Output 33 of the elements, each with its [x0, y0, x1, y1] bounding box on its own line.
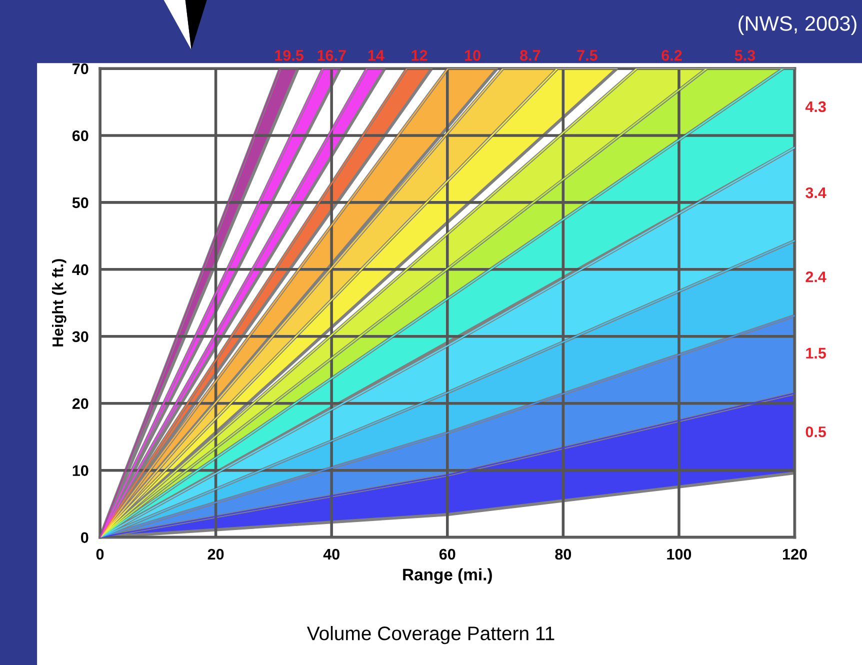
y-tick-label: 40 — [72, 264, 88, 276]
text: 2.4 — [806, 271, 826, 282]
series-label: 14 — [368, 50, 384, 61]
series-label: 16.7 — [318, 50, 346, 61]
y-tick-label: 50 — [72, 197, 88, 208]
x-axis-title: Range (mi.) — [403, 568, 492, 584]
x-tick-label: 0 — [96, 548, 104, 560]
x-tick-label: 100 — [667, 548, 692, 560]
y-tick-label: 10 — [72, 465, 88, 476]
text: Volume Coverage Pattern 11 — [306, 626, 554, 644]
y-tick-label: 60 — [72, 130, 88, 142]
x-tick-label: 40 — [323, 548, 340, 560]
x-tick-label: 20 — [208, 548, 224, 560]
x-tick-label: 60 — [439, 548, 456, 560]
series-label: 12 — [412, 50, 428, 61]
x-tick-label: 80 — [555, 548, 572, 560]
x-tick-label: 120 — [782, 548, 807, 560]
text: 3.4 — [806, 187, 826, 198]
series-label: 8.7 — [520, 50, 540, 61]
series-label: 5.3 — [734, 50, 756, 61]
text: 4.3 — [805, 101, 826, 112]
series-label: 10 — [465, 50, 480, 61]
y-axis-title: Height (k ft.) — [52, 259, 66, 346]
text: (NWS, 2003) — [738, 16, 856, 35]
y-tick-label: 70 — [72, 63, 88, 74]
series-label: 19.5 — [275, 50, 304, 61]
text: 1.5 — [806, 348, 826, 359]
y-tick-label: 0 — [80, 532, 88, 544]
text: 0.5 — [806, 426, 826, 438]
y-tick-label: 20 — [72, 398, 88, 410]
y-tick-label: 30 — [72, 331, 88, 342]
series-label: 6.2 — [662, 50, 682, 61]
series-label: 7.5 — [577, 50, 598, 61]
